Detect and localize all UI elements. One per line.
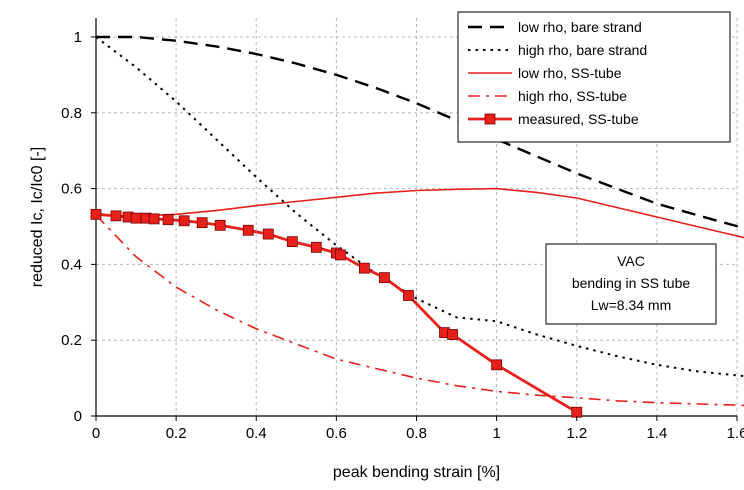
x-tick-label: 1.6	[727, 425, 744, 442]
x-tick-label: 0	[92, 425, 100, 442]
series-line-2	[95, 187, 744, 239]
data-point	[214, 219, 226, 231]
x-tick-label: 0.6	[326, 425, 347, 442]
legend-label: measured, SS-tube	[518, 111, 639, 127]
data-point	[491, 359, 503, 371]
series-line-3	[95, 214, 744, 407]
legend-marker	[484, 113, 496, 125]
annotation-line: Lw=8.34 mm	[591, 297, 672, 313]
data-point	[196, 217, 208, 229]
legend-label: high rho, bare strand	[518, 42, 647, 58]
y-tick-label: 0.6	[61, 181, 82, 198]
series-line-0	[96, 35, 744, 230]
annotation-frame	[545, 243, 717, 325]
data-point	[379, 272, 390, 284]
x-tick-label: 1.4	[646, 425, 667, 442]
data-point	[571, 406, 583, 418]
data-point	[447, 329, 458, 340]
y-axis-label: reduced Ic, Ic/Ic0 [-]	[29, 147, 46, 288]
legend: low rho, bare strand high rho, bare stran…	[457, 11, 731, 143]
y-tick-label: 0.4	[61, 256, 82, 273]
legend-label: low rho, bare strand	[518, 19, 642, 35]
annotation-box: VAC bending in SS tube Lw=8.34 mm	[545, 243, 717, 325]
data-point	[110, 210, 122, 222]
y-tick-label: 0	[74, 408, 82, 425]
x-tick-label: 0.2	[166, 425, 187, 442]
legend-label: high rho, SS-tube	[518, 88, 627, 104]
data-point	[242, 224, 254, 236]
x-tick-label: 1.2	[566, 425, 587, 442]
data-point	[403, 290, 414, 301]
data-point	[286, 236, 298, 248]
data-point	[148, 213, 160, 225]
series-line-1	[95, 36, 744, 378]
data-point	[334, 249, 346, 261]
data-point	[310, 241, 322, 253]
y-tick-label: 0.2	[61, 332, 82, 349]
data-point	[90, 208, 102, 220]
data-point	[359, 262, 370, 274]
y-tick-label: 1	[74, 29, 82, 46]
data-point	[178, 215, 190, 227]
data-point	[130, 212, 142, 224]
series-layer	[90, 35, 744, 418]
annotation-line: VAC	[617, 253, 645, 269]
x-axis-ticks: 0 0.2 0.4 0.6 0.8 1 1.2 1.4 1.6	[92, 416, 744, 442]
annotation-line: bending in SS tube	[572, 275, 691, 291]
x-tick-label: 1	[492, 425, 500, 442]
data-point	[262, 228, 274, 240]
legend-label: low rho, SS-tube	[518, 65, 622, 81]
data-point	[162, 214, 174, 226]
y-axis-ticks: 0 0.2 0.4 0.6 0.8 1	[61, 29, 96, 425]
x-tick-label: 0.4	[246, 425, 267, 442]
x-tick-label: 0.8	[406, 425, 427, 442]
y-tick-label: 0.8	[61, 105, 82, 122]
x-axis-label: peak bending strain [%]	[333, 464, 500, 481]
